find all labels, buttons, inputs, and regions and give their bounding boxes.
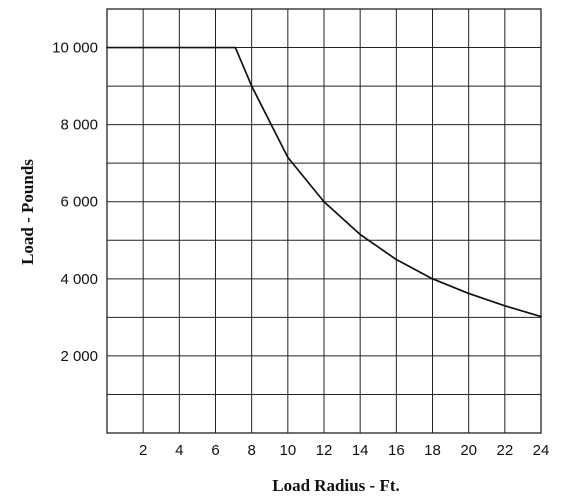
series-point	[431, 278, 434, 280]
y-tick-label: 10 000	[52, 40, 98, 57]
plot-frame	[106, 8, 542, 434]
x-tick-label: 16	[388, 442, 405, 459]
x-axis-title: Load Radius - Ft.	[272, 476, 400, 495]
y-axis-ticks: 2 000 4 000 6 000 8 000 10 000	[52, 40, 98, 365]
x-tick-label: 8	[247, 442, 255, 459]
x-tick-label: 6	[211, 442, 219, 459]
series-point	[106, 46, 108, 49]
x-tick-label: 20	[460, 442, 477, 459]
series-point	[467, 292, 470, 295]
y-tick-label: 8 000	[60, 117, 98, 134]
grid	[107, 9, 541, 433]
x-tick-label: 4	[175, 442, 183, 459]
series-point	[359, 233, 361, 236]
x-tick-label: 14	[352, 442, 369, 459]
series-layer	[106, 46, 542, 318]
x-tick-label: 18	[424, 442, 441, 459]
y-tick-label: 6 000	[60, 194, 98, 211]
x-tick-label: 10	[279, 442, 296, 459]
plot-border	[106, 8, 542, 434]
y-tick-label: 2 000	[60, 348, 98, 365]
x-tick-label: 2	[139, 442, 147, 459]
series-point	[250, 85, 253, 87]
x-tick-label: 12	[316, 442, 333, 459]
series-point	[540, 315, 542, 318]
y-tick-label: 4 000	[60, 271, 98, 288]
series-point	[234, 46, 237, 49]
series-point	[395, 258, 398, 261]
series-point	[504, 305, 506, 307]
series-point	[287, 156, 289, 159]
x-axis-ticks: 2 4 6 8 10 12 14 16 18 20 22 24	[139, 442, 549, 459]
x-tick-label: 24	[533, 442, 550, 459]
series-point	[323, 200, 325, 203]
x-tick-label: 22	[496, 442, 513, 459]
y-axis-title: Load - Pounds	[18, 159, 37, 265]
